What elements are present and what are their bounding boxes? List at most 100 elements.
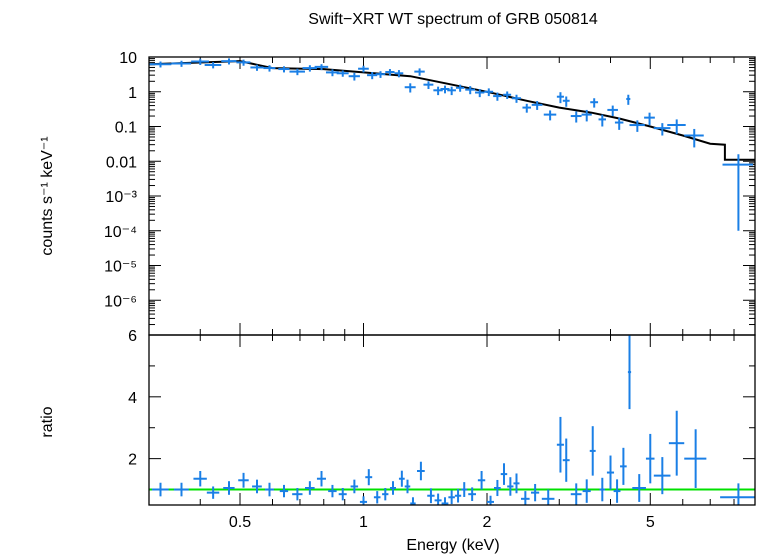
data-point	[493, 92, 502, 101]
data-point	[316, 471, 326, 487]
data-point	[204, 62, 222, 69]
data-point	[404, 83, 416, 93]
data-point	[541, 489, 555, 505]
data-point	[556, 92, 564, 104]
data-point	[434, 493, 442, 505]
data-point	[494, 479, 501, 497]
data-point	[223, 481, 235, 495]
data-point	[629, 120, 645, 132]
data-point	[570, 483, 582, 505]
data-point	[520, 491, 530, 505]
data-point	[373, 491, 381, 504]
data-point	[684, 128, 704, 148]
spectrum-tick-labels: 10 1 0.1 0.01 10⁻³ 10⁻⁴ 10⁻⁵ 10⁻⁶	[104, 50, 138, 310]
y-tick-label: 0.01	[106, 154, 137, 171]
data-point	[252, 479, 262, 494]
data-point	[151, 482, 169, 497]
data-point	[279, 484, 289, 498]
data-point	[454, 488, 462, 503]
y-tick-label: 4	[128, 390, 137, 407]
data-point	[302, 65, 317, 72]
y-tick-label: 10⁻⁴	[104, 224, 137, 241]
model-curve	[148, 60, 755, 161]
data-point	[455, 84, 465, 92]
data-point	[511, 94, 521, 103]
data-point	[513, 473, 520, 494]
data-point	[645, 433, 655, 484]
ratio-y-label: ratio	[39, 406, 56, 437]
data-point	[338, 488, 347, 501]
data-point	[238, 472, 249, 488]
data-point	[348, 72, 360, 81]
data-point	[336, 70, 349, 77]
y-tick-label: 2	[128, 452, 137, 469]
data-point	[398, 470, 405, 487]
data-point	[278, 66, 290, 73]
data-point	[620, 447, 627, 485]
data-point	[500, 463, 508, 485]
data-point	[367, 72, 378, 80]
data-point	[562, 96, 570, 107]
data-point	[543, 110, 557, 121]
data-point	[465, 86, 476, 95]
data-point	[614, 117, 624, 130]
data-point	[375, 71, 386, 78]
data-point	[468, 487, 476, 501]
data-point	[289, 68, 305, 76]
data-point	[206, 486, 220, 499]
data-point	[599, 477, 606, 502]
data-point	[171, 60, 192, 67]
spectrum-ticks	[148, 57, 756, 336]
data-point	[581, 109, 592, 122]
x-tick-label: 0.5	[229, 514, 251, 531]
y-tick-label: 6	[128, 328, 137, 345]
spectrum-model-line	[148, 60, 755, 161]
data-point	[668, 410, 685, 476]
data-point	[389, 481, 396, 495]
y-tick-label: 1	[128, 85, 137, 102]
data-point	[292, 488, 303, 501]
data-point	[507, 477, 514, 496]
data-point	[667, 119, 686, 135]
data-point	[598, 114, 607, 127]
data-point	[447, 86, 456, 96]
data-point	[427, 488, 435, 504]
data-point	[193, 471, 207, 487]
data-point	[562, 438, 570, 482]
data-point	[570, 111, 582, 123]
data-point	[448, 490, 455, 505]
x-tick-label: 5	[646, 514, 655, 531]
data-point	[358, 65, 369, 73]
data-point	[149, 61, 172, 68]
data-point	[264, 482, 274, 497]
data-point	[191, 58, 209, 65]
spectrum-y-label: counts s⁻¹ keV⁻¹	[39, 136, 56, 255]
ratio-frame	[148, 334, 756, 506]
data-point	[325, 69, 339, 77]
data-point	[607, 105, 618, 117]
data-point	[722, 154, 754, 231]
data-point	[461, 482, 468, 497]
x-tick-labels: 0.5 1 2 5	[229, 514, 655, 531]
data-point	[720, 483, 755, 505]
data-point	[314, 64, 329, 71]
data-point	[385, 69, 395, 76]
data-point	[433, 86, 443, 96]
data-point	[236, 59, 251, 66]
data-point	[582, 479, 591, 503]
data-point	[626, 94, 631, 105]
data-point	[416, 461, 425, 481]
chart-title: Swift−XRT WT spectrum of GRB 050814	[308, 11, 598, 28]
data-point	[684, 429, 707, 488]
spectrum-frame	[148, 56, 756, 336]
x-tick-label: 2	[483, 514, 492, 531]
data-point	[522, 103, 531, 113]
data-point	[653, 457, 671, 495]
y-tick-label: 10⁻⁶	[104, 293, 137, 310]
data-point	[394, 70, 404, 78]
data-point	[627, 335, 632, 410]
data-point	[530, 483, 540, 502]
data-point	[644, 112, 655, 126]
data-point	[250, 64, 264, 71]
